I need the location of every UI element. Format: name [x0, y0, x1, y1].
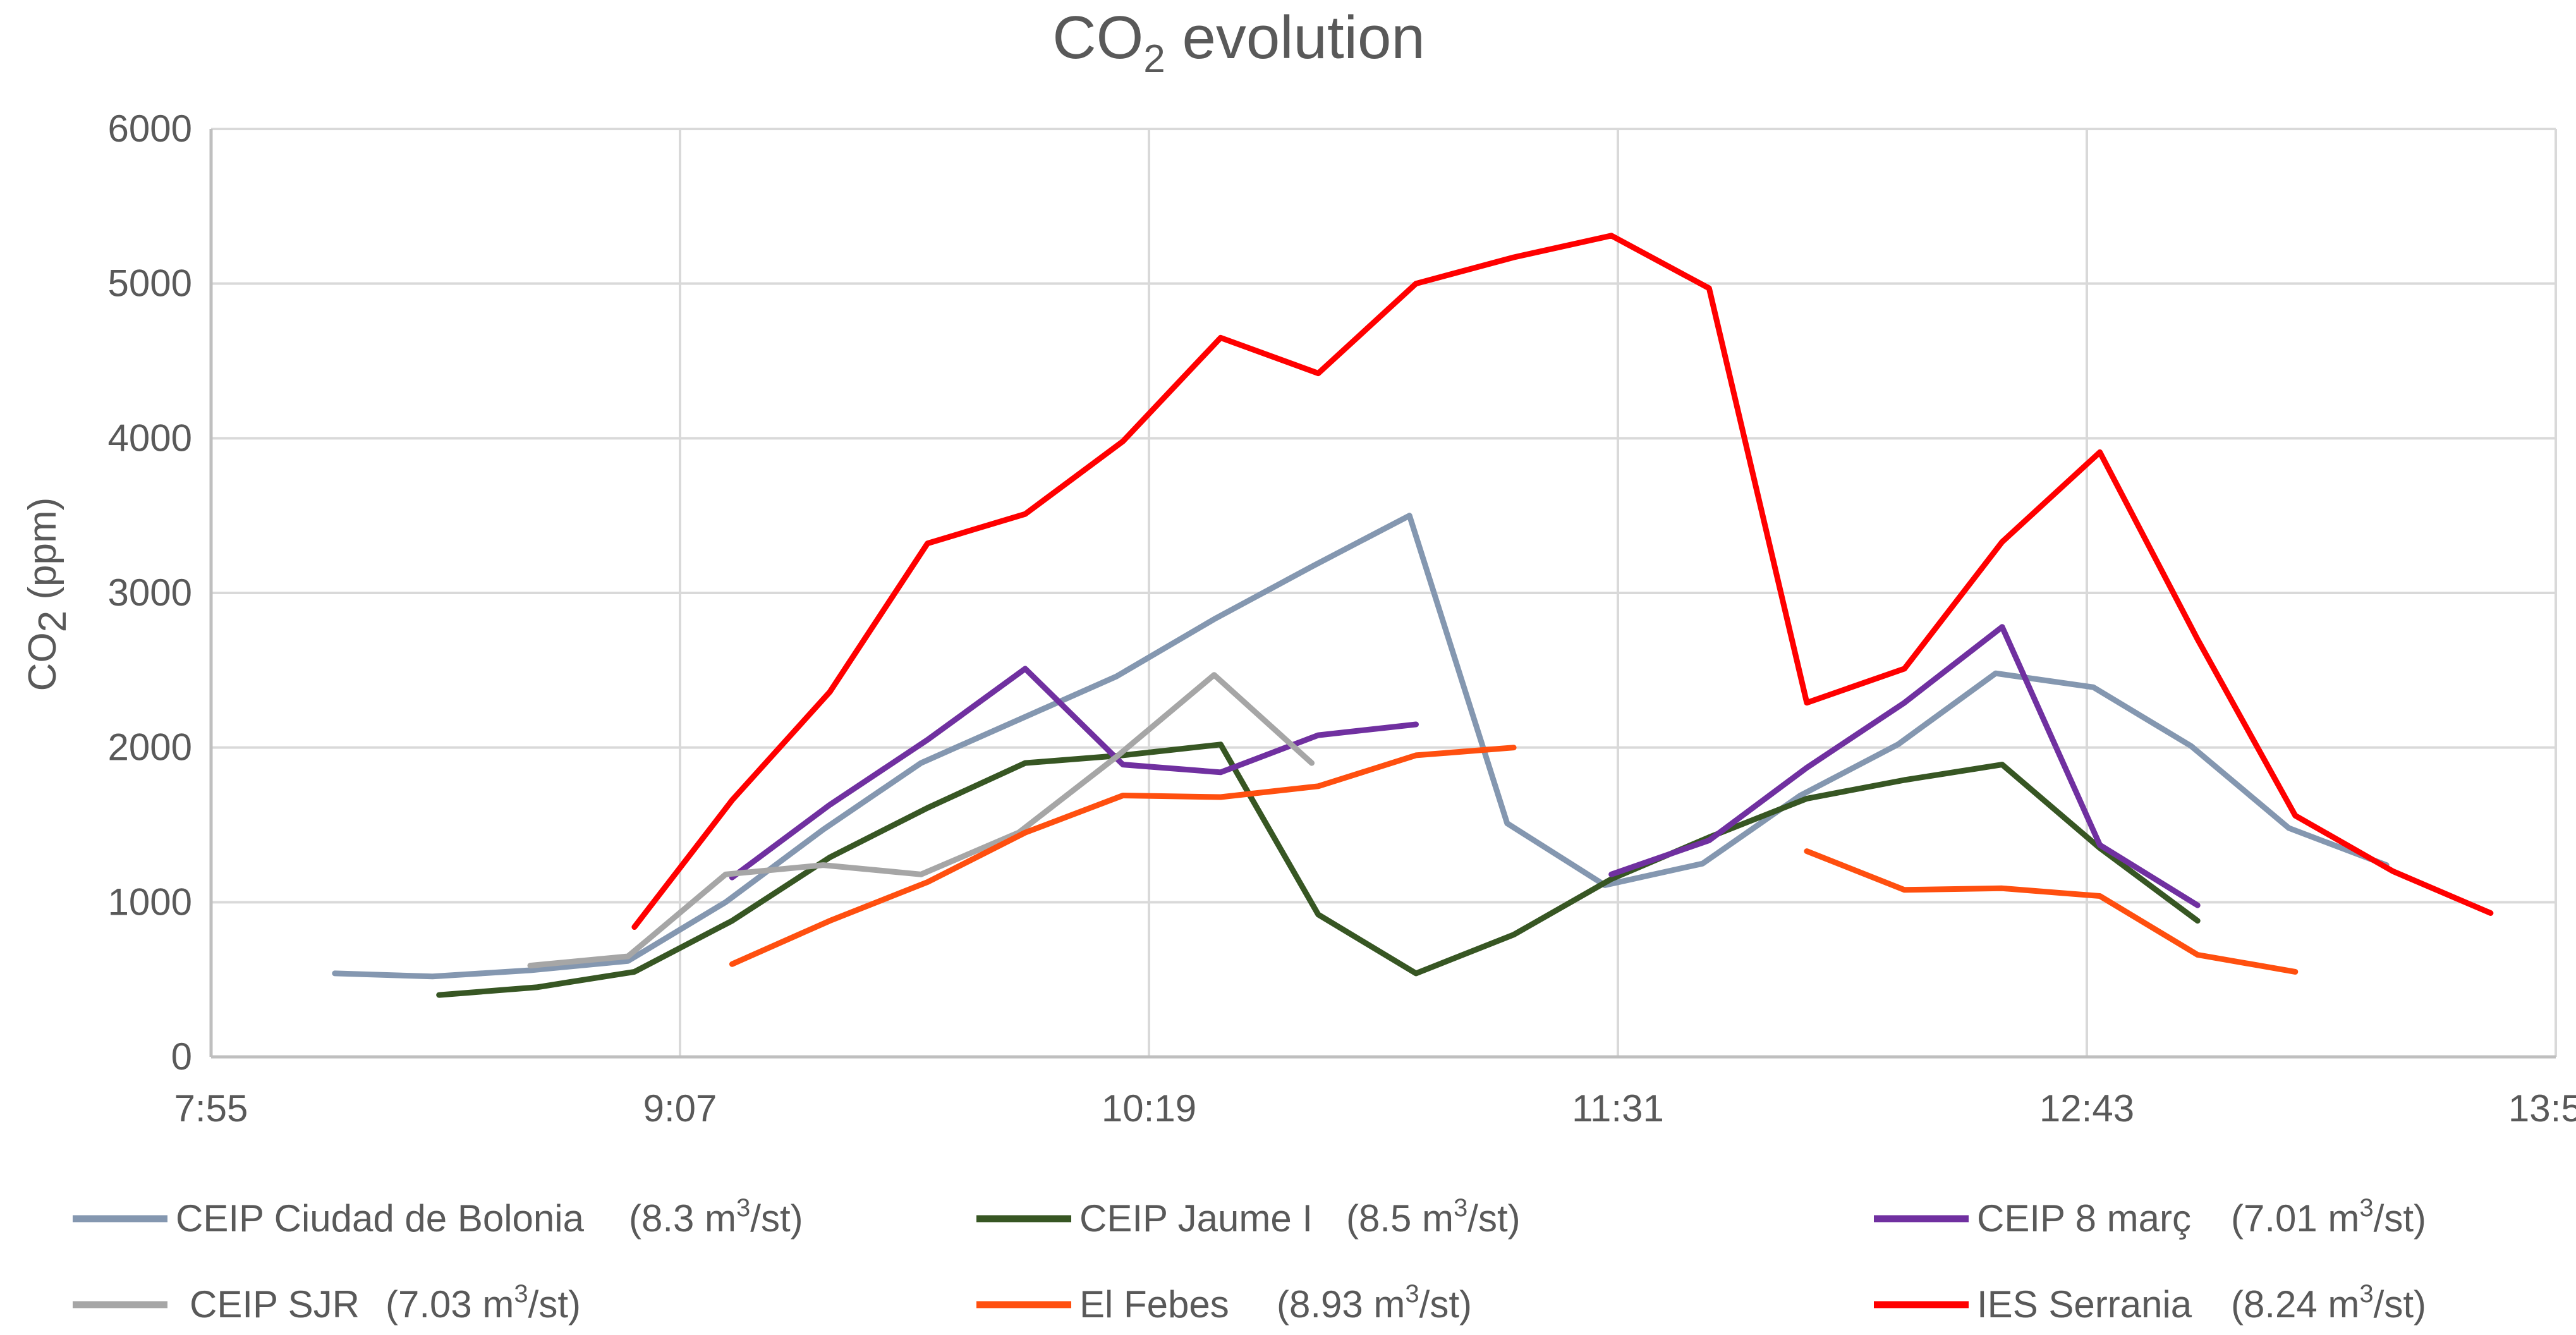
y-tick-label: 1000 — [108, 881, 192, 923]
legend-label-ceip-8-mar-: CEIP 8 març — [1977, 1197, 2191, 1240]
series-line-el-febes — [729, 745, 1517, 967]
series-lines — [332, 233, 2494, 998]
legend-label-ceip-jaume-i: CEIP Jaume I — [1079, 1197, 1313, 1240]
legend-note-ceip-sjr: (7.03 m3/st) — [386, 1280, 581, 1326]
y-axis-ticks: 0 1000 2000 3000 4000 5000 6000 — [108, 107, 192, 1078]
x-tick-label: 13:55 — [2508, 1087, 2576, 1130]
series-line-ceip-jaume-i — [436, 741, 2201, 998]
legend-label-ies-serrania: IES Serrania — [1977, 1283, 2192, 1326]
y-tick-label: 3000 — [108, 571, 192, 614]
x-axis-ticks: 7:55 9:07 10:19 11:31 12:43 13:55 — [174, 1087, 2576, 1130]
x-tick-label: 11:31 — [1572, 1087, 1664, 1130]
legend-note-ceip-8-mar-: (7.01 m3/st) — [2231, 1194, 2426, 1240]
y-tick-label: 5000 — [108, 262, 192, 305]
legend-note-ies-serrania: (8.24 m3/st) — [2231, 1280, 2426, 1326]
gridlines — [211, 128, 2557, 1057]
x-tick-label: 7:55 — [174, 1087, 248, 1130]
legend-note-el-febes: (8.93 m3/st) — [1277, 1280, 1472, 1326]
legend-note-ceip-jaume-i: (8.5 m3/st) — [1346, 1194, 1521, 1240]
series-line-ceip-sjr — [527, 672, 1315, 969]
legend-note-ceip-ciudad-de-bolonia: (8.3 m3/st) — [629, 1194, 803, 1240]
legend-label-ceip-sjr: CEIP SJR — [190, 1283, 360, 1326]
x-tick-label: 10:19 — [1102, 1087, 1196, 1130]
y-tick-label: 0 — [171, 1035, 192, 1078]
legend-label-ceip-ciudad-de-bolonia: CEIP Ciudad de Bolonia — [176, 1197, 585, 1240]
chart-title: CO2 evolution — [1052, 4, 1425, 81]
legend: CEIP Ciudad de Bolonia (8.3 m3/st) CEIP Ja… — [73, 1194, 2426, 1326]
y-axis-title: CO2 (ppm) — [21, 497, 75, 692]
y-tick-label: 4000 — [108, 417, 192, 459]
series-line-el-febes — [1804, 848, 2299, 975]
y-tick-label: 2000 — [108, 726, 192, 769]
x-tick-label: 9:07 — [643, 1087, 717, 1130]
legend-label-el-febes: El Febes — [1079, 1283, 1229, 1326]
y-tick-label: 6000 — [108, 107, 192, 150]
series-line-ceip-ciudad-de-bolonia — [332, 513, 2390, 980]
x-tick-label: 12:43 — [2039, 1087, 2134, 1130]
series-line-ceip-8-mar- — [729, 666, 1419, 881]
series-line-ies-serrania — [631, 233, 2494, 930]
axes — [209, 129, 2556, 1059]
series-line-ceip-8-mar- — [1608, 624, 2201, 908]
